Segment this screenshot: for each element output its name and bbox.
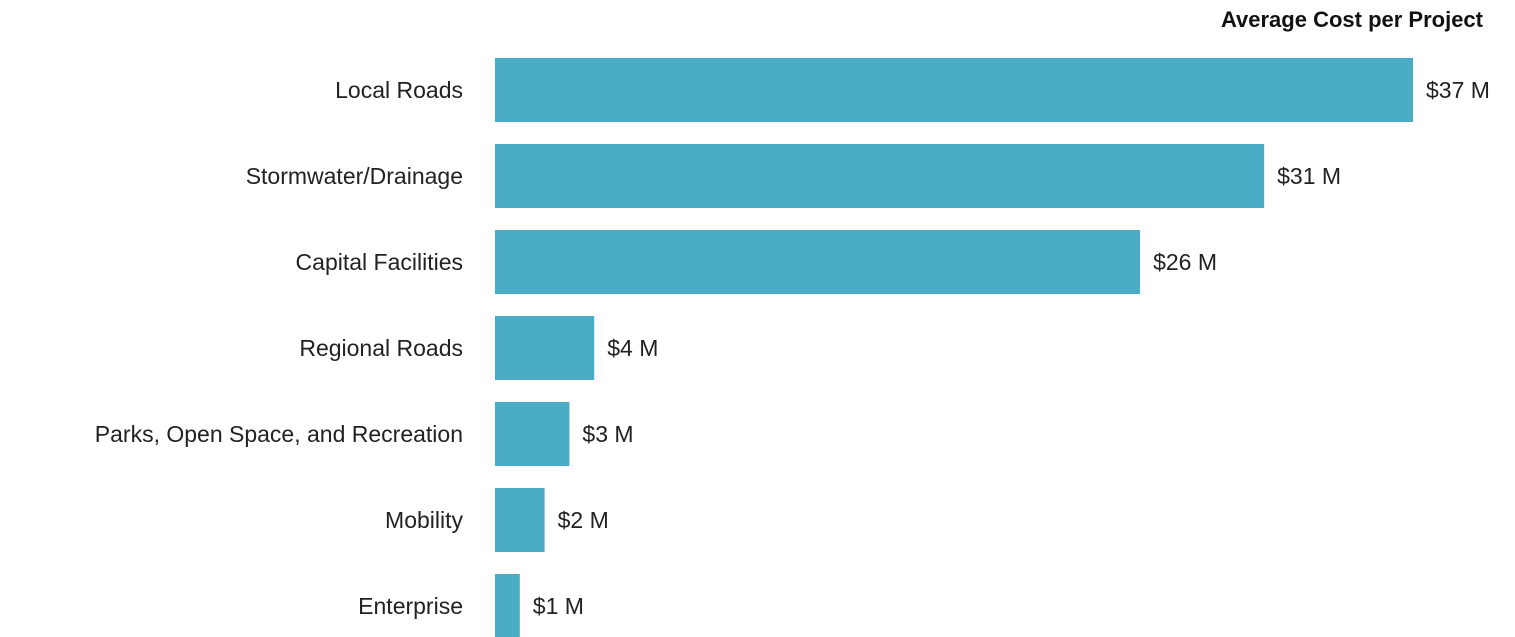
value-label: $1 M (533, 593, 584, 619)
bar (495, 488, 545, 552)
category-labels-group: Local Roads Stormwater/Drainage Capital Fa… (95, 77, 464, 619)
bars-group (495, 58, 1413, 637)
category-label: Enterprise (358, 593, 463, 619)
bar (495, 230, 1141, 294)
category-label: Capital Facilities (296, 249, 463, 275)
category-label: Parks, Open Space, and Recreation (95, 421, 463, 447)
value-label: $26 M (1153, 249, 1217, 275)
bar (495, 402, 570, 466)
bar (495, 316, 595, 380)
bar (495, 574, 520, 637)
value-label: $31 M (1277, 163, 1341, 189)
category-label: Stormwater/Drainage (246, 163, 463, 189)
value-label: $4 M (607, 335, 658, 361)
value-labels-group: $37 M $31 M $26 M $4 M $3 M $2 M $1 M (533, 77, 1490, 619)
category-label: Mobility (385, 507, 463, 533)
value-label: $37 M (1426, 77, 1490, 103)
category-label: Local Roads (335, 77, 463, 103)
category-label: Regional Roads (299, 335, 463, 361)
chart-title: Average Cost per Project (1221, 7, 1484, 32)
bar (495, 58, 1413, 122)
value-label: $3 M (582, 421, 633, 447)
value-label: $2 M (558, 507, 609, 533)
bar (495, 144, 1265, 208)
